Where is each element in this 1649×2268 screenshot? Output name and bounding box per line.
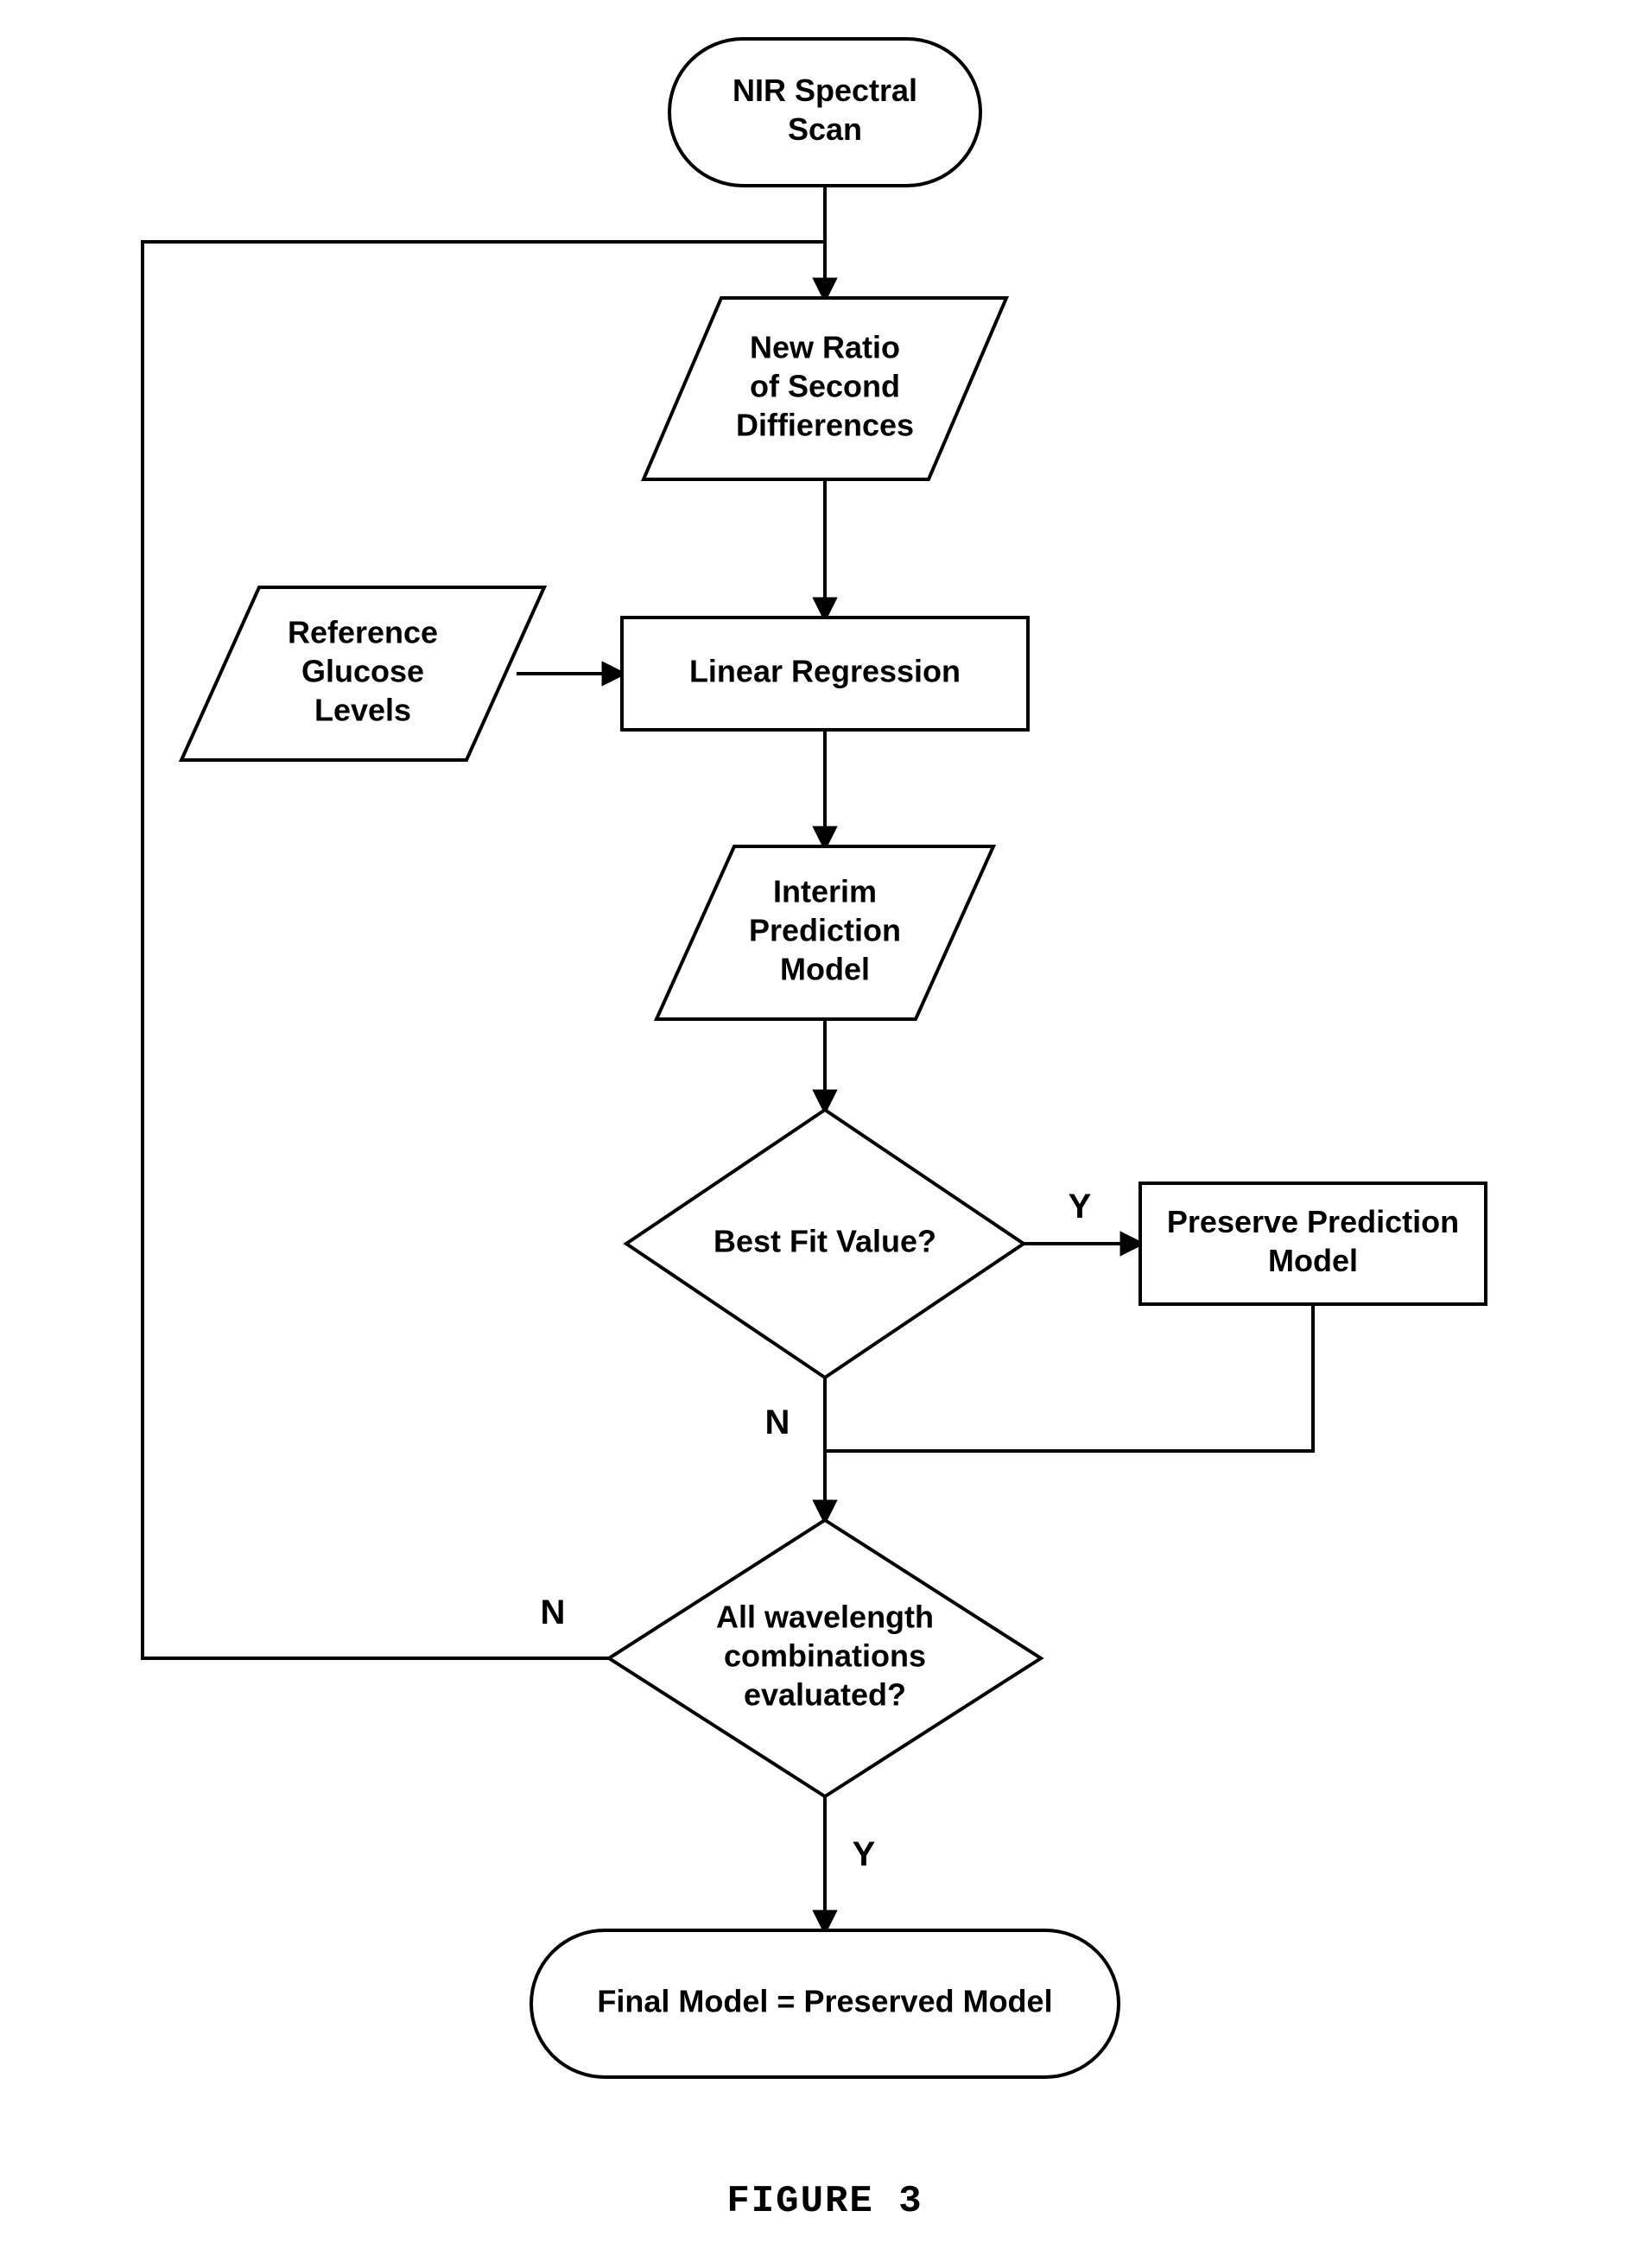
flowchart: Y N Y N NIR SpectralScan New Ratio of Second Di…: [0, 0, 1649, 2268]
node-newratio: New Ratio of Second Diffierences: [644, 298, 1006, 479]
svg-text:Glucose: Glucose: [301, 654, 424, 689]
svg-text:combinations: combinations: [724, 1638, 926, 1674]
svg-text:New Ratio: New Ratio: [750, 330, 900, 365]
svg-text:N: N: [541, 1593, 566, 1631]
nodes: NIR SpectralScan New Ratio of Second Diffie…: [181, 39, 1486, 2077]
svg-text:Model: Model: [1268, 1243, 1358, 1278]
node-interim: Interim Prediction Model: [656, 846, 993, 1019]
node-bestfit: Best Fit Value?: [626, 1110, 1024, 1378]
svg-text:All wavelength: All wavelength: [716, 1600, 934, 1635]
svg-text:Prediction: Prediction: [749, 913, 901, 948]
svg-text:Interim: Interim: [773, 874, 877, 909]
figure-caption: FIGURE 3: [726, 2180, 923, 2223]
svg-text:of Second: of Second: [750, 369, 900, 404]
svg-text:Model: Model: [780, 952, 870, 987]
node-refglucose: Reference Glucose Levels: [181, 587, 544, 760]
svg-text:Y: Y: [1069, 1188, 1092, 1226]
node-linreg: Linear Regression: [622, 618, 1028, 730]
svg-text:Best Fit Value?: Best Fit Value?: [714, 1224, 936, 1259]
node-final: Final Model = Preserved Model: [531, 1930, 1119, 2077]
svg-text:Y: Y: [853, 1835, 876, 1873]
svg-text:Final Model = Preserved Model: Final Model = Preserved Model: [597, 1984, 1052, 2019]
node-start: NIR SpectralScan: [669, 39, 980, 186]
svg-text:Scan: Scan: [788, 111, 862, 147]
node-preserve: Preserve Prediction Model: [1140, 1183, 1486, 1304]
svg-text:Preserve Prediction: Preserve Prediction: [1167, 1204, 1459, 1239]
svg-text:Reference: Reference: [288, 615, 438, 650]
svg-text:NIR Spectral: NIR Spectral: [733, 73, 917, 108]
node-allwave: All wavelengthcombinationsevaluated?: [609, 1520, 1041, 1796]
svg-text:evaluated?: evaluated?: [744, 1677, 906, 1713]
svg-text:N: N: [765, 1403, 790, 1441]
svg-text:Diffierences: Diffierences: [736, 408, 914, 443]
svg-text:Linear Regression: Linear Regression: [689, 654, 961, 689]
svg-text:Levels: Levels: [314, 693, 411, 728]
